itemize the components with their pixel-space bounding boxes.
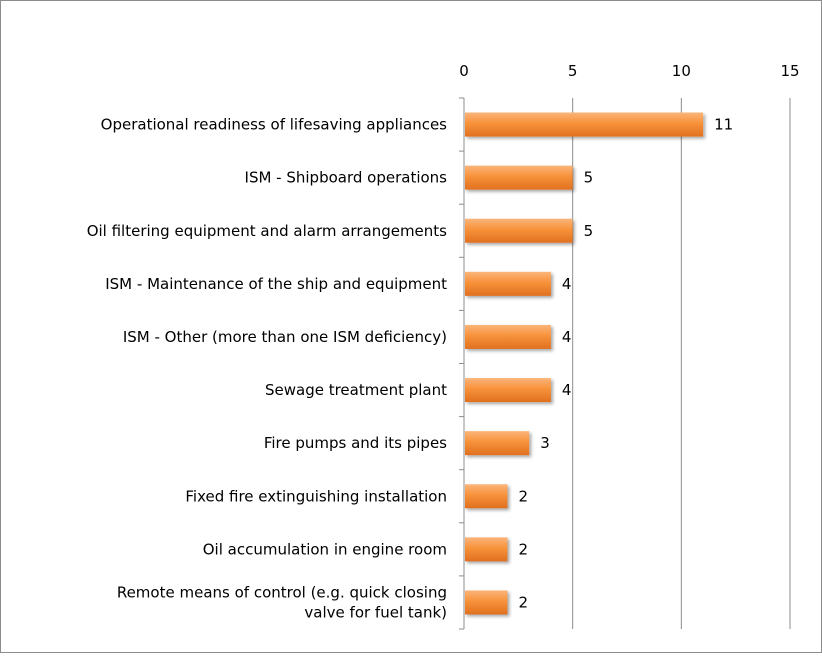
- bar-0: [465, 112, 704, 137]
- value-label-5: 4: [562, 381, 572, 399]
- bar-4: [465, 324, 551, 349]
- value-label-2: 5: [584, 222, 594, 240]
- bar-2: [465, 218, 573, 243]
- category-label-5: Sewage treatment plant: [265, 381, 447, 399]
- category-label-9-line-1: valve for fuel tank): [304, 603, 447, 621]
- bars: [465, 112, 704, 615]
- value-label-0: 11: [714, 116, 733, 134]
- value-label-7: 2: [518, 487, 528, 505]
- value-axis: 0 5 10 15: [459, 62, 800, 630]
- value-label-1: 5: [584, 169, 594, 187]
- tick-label-15: 15: [780, 62, 799, 80]
- category-label-8: Oil accumulation in engine room: [203, 540, 447, 558]
- bar-5: [465, 378, 551, 403]
- category-label-9-line-0: Remote means of control (e.g. quick clos…: [117, 583, 447, 601]
- bar-3: [465, 271, 551, 296]
- tick-label-5: 5: [568, 62, 578, 80]
- bar-1: [465, 165, 573, 190]
- category-label-6: Fire pumps and its pipes: [264, 434, 447, 452]
- category-label-0: Operational readiness of lifesaving appl…: [101, 116, 448, 134]
- bar-7: [465, 484, 508, 509]
- tick-label-10: 10: [672, 62, 691, 80]
- value-label-8: 2: [518, 540, 528, 558]
- value-label-9: 2: [518, 593, 528, 611]
- category-labels: 11 Operational readiness of lifesaving ap…: [87, 116, 733, 622]
- category-label-7: Fixed fire extinguishing installation: [185, 487, 447, 505]
- category-label-4: ISM - Other (more than one ISM deficienc…: [123, 328, 447, 346]
- category-label-1: ISM - Shipboard operations: [245, 169, 448, 187]
- value-label-4: 4: [562, 328, 572, 346]
- category-label-3: ISM - Maintenance of the ship and equipm…: [105, 275, 447, 293]
- tick-label-0: 0: [459, 62, 469, 80]
- value-label-3: 4: [562, 275, 572, 293]
- bar-6: [465, 431, 530, 456]
- value-label-6: 3: [540, 434, 550, 452]
- bar-8: [465, 537, 508, 562]
- category-label-2: Oil filtering equipment and alarm arrang…: [87, 222, 447, 240]
- bar-9: [465, 590, 508, 615]
